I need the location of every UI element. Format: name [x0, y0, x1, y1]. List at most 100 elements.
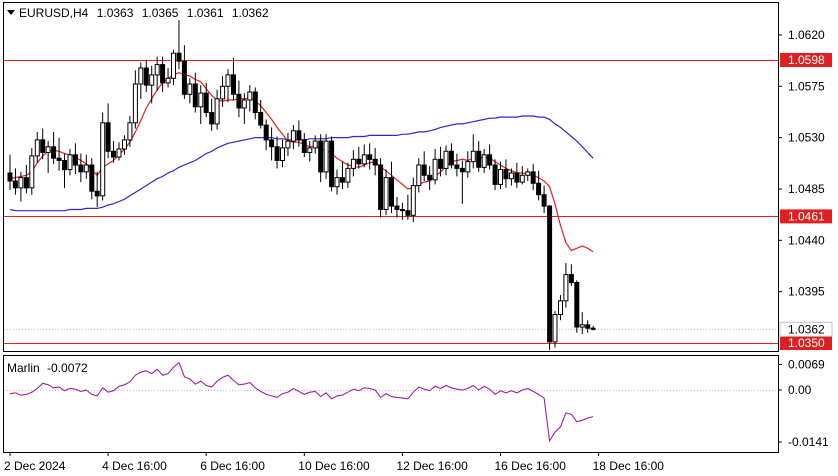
- candle-body: [487, 154, 493, 166]
- candle-body: [318, 140, 324, 173]
- level-price-box: [780, 336, 832, 350]
- candle-body: [525, 171, 531, 176]
- time-tick-label: 2 Dec 2024: [4, 459, 66, 473]
- candle-body: [514, 172, 520, 183]
- candle: [67, 149, 73, 176]
- candle-body: [454, 164, 460, 169]
- candle: [285, 133, 291, 156]
- candle: [361, 144, 367, 168]
- time-axis: 2 Dec 2024 4 Dec 16:00 6 Dec 16:00 10 Dec 1…: [4, 452, 664, 473]
- candle-body: [165, 77, 171, 84]
- candle: [389, 161, 394, 213]
- candle-body: [547, 205, 553, 343]
- candle-body: [410, 185, 416, 216]
- fast-moving-average: [9, 71, 594, 253]
- price-axis: 1.0620 1.0575 1.0530 1.0485 1.0440 1.0395 1.05…: [778, 28, 833, 350]
- candle: [536, 170, 542, 201]
- time-tick-label: 10 Dec 16:00: [298, 459, 370, 473]
- indicator-tick-label: 0.00: [788, 383, 812, 397]
- dropdown-triangle-icon[interactable]: [7, 10, 15, 15]
- candle-body: [339, 177, 345, 183]
- candle: [252, 87, 258, 120]
- candle: [448, 143, 454, 169]
- candle: [405, 194, 411, 220]
- candle: [465, 151, 471, 178]
- level-price-label: 1.0461: [788, 209, 825, 223]
- candle: [247, 85, 253, 112]
- candle: [192, 72, 198, 113]
- candle: [563, 263, 569, 308]
- candle: [410, 177, 416, 223]
- candle: [568, 264, 574, 286]
- candle: [481, 149, 487, 174]
- candle: [416, 158, 422, 193]
- candle-body: [301, 139, 307, 153]
- candle: [345, 162, 351, 188]
- candle-body: [149, 74, 155, 86]
- candle: [111, 141, 116, 163]
- candle: [579, 312, 585, 334]
- candle: [323, 134, 329, 179]
- candle-body: [94, 190, 100, 197]
- candle-body: [492, 164, 498, 185]
- candle: [339, 161, 345, 189]
- candle-body: [274, 146, 280, 162]
- candle: [83, 154, 89, 179]
- candle-body: [448, 150, 454, 166]
- candle: [56, 137, 62, 171]
- candle-body: [56, 157, 62, 161]
- candle: [154, 56, 160, 91]
- candle-body: [541, 194, 547, 207]
- candle-body: [176, 52, 182, 62]
- candle: [89, 158, 95, 200]
- candle-body: [389, 177, 394, 207]
- candle: [394, 196, 400, 218]
- candle-body: [181, 60, 187, 95]
- candle: [296, 120, 302, 147]
- time-tick-label: 12 Dec 16:00: [396, 459, 468, 473]
- candle: [454, 153, 460, 177]
- slow-ma-line: [9, 115, 594, 212]
- price-tick-label: 1.0395: [788, 285, 825, 299]
- candle-body: [438, 158, 444, 169]
- candle-body: [459, 167, 465, 173]
- candle: [176, 20, 182, 70]
- candle: [51, 131, 57, 164]
- candle: [372, 147, 378, 176]
- fast-ma-line: [9, 71, 594, 253]
- candle-body: [285, 140, 291, 149]
- candle-body: [296, 130, 302, 141]
- candle: [590, 325, 596, 331]
- candle-body: [29, 155, 35, 189]
- ohlc-close: 1.0362: [232, 6, 269, 20]
- price-tick-label: 1.0485: [788, 182, 825, 196]
- candle-body: [481, 154, 487, 168]
- candle-body: [405, 210, 411, 216]
- candle: [541, 185, 547, 213]
- candle-body: [307, 147, 313, 153]
- candle: [421, 151, 427, 181]
- symbol-label: EURUSD,H4: [19, 6, 89, 20]
- candle: [367, 143, 373, 170]
- indicator-name: Marlin: [7, 361, 40, 375]
- candle: [100, 112, 106, 201]
- candle-body: [209, 112, 215, 125]
- ohlc-high: 1.0365: [142, 6, 179, 20]
- candle-body: [263, 124, 269, 141]
- candle-body: [154, 64, 160, 76]
- candle: [62, 153, 67, 188]
- candle-body: [508, 172, 514, 180]
- level-price-box: [780, 53, 832, 67]
- candle-body: [519, 174, 525, 183]
- candle: [280, 139, 285, 168]
- candle: [334, 169, 340, 195]
- price-tick-label: 1.0440: [788, 233, 825, 247]
- candle-body: [421, 164, 427, 176]
- candle: [160, 56, 166, 92]
- horizontal-levels: [4, 60, 778, 344]
- candle-body: [563, 274, 569, 302]
- candle: [127, 115, 133, 147]
- candle: [203, 82, 209, 118]
- marlin-line: [9, 361, 594, 443]
- candle-body: [470, 150, 476, 163]
